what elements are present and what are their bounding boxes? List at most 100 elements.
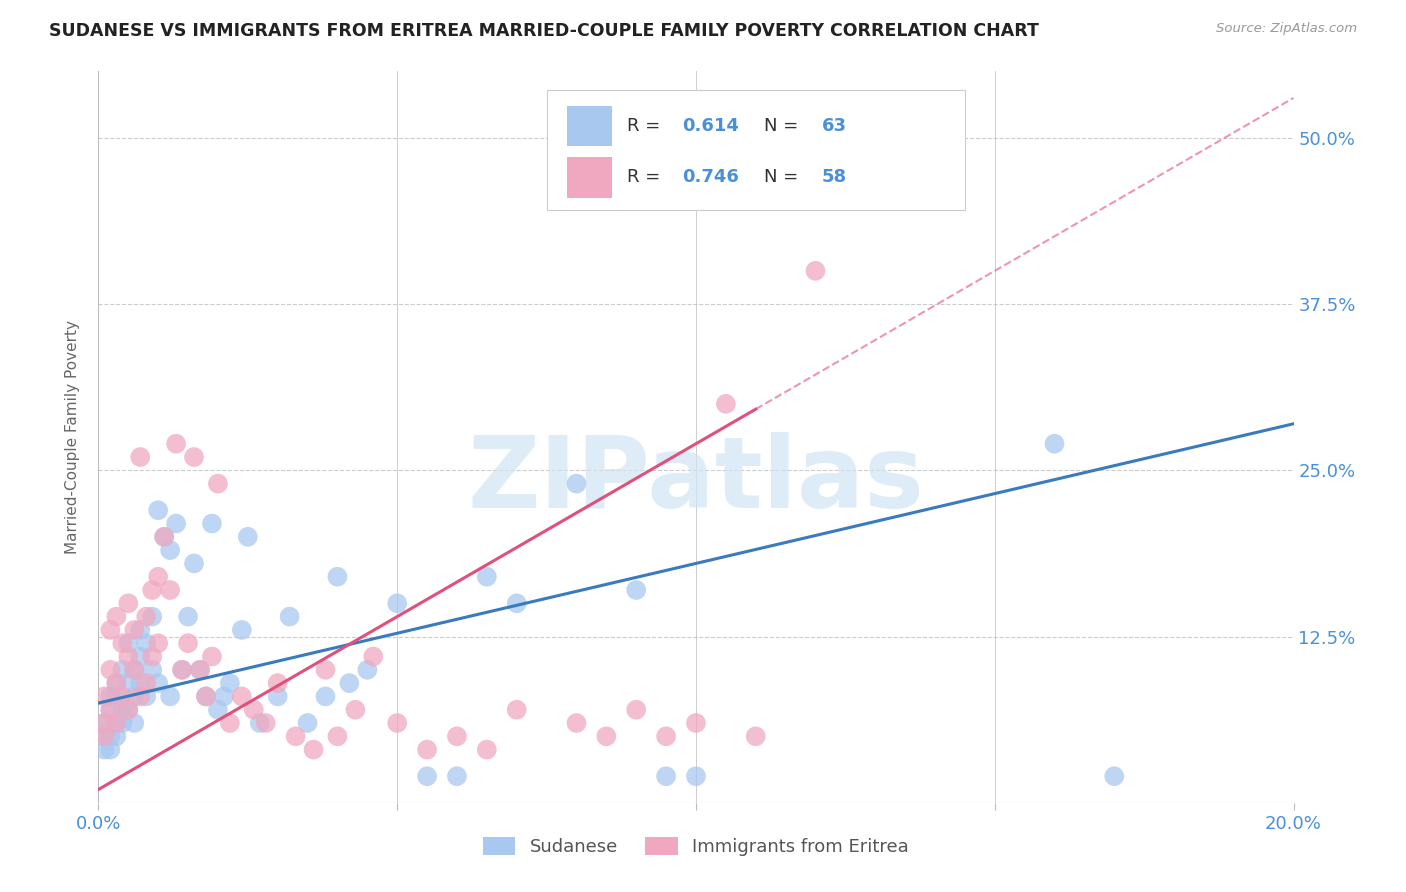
Point [159,582,181,597]
Point [111,703,134,717]
Point [117,676,139,690]
Point [148,676,170,690]
Text: R =: R = [627,169,665,186]
Point [326,570,349,584]
Point [201,516,224,531]
Point [165,436,187,450]
Point [195,690,218,704]
Point [339,676,361,690]
Point [129,690,152,704]
Point [135,636,157,650]
Point [153,530,176,544]
Point [655,729,678,743]
Point [172,663,194,677]
Text: SUDANESE VS IMMIGRANTS FROM ERITREA MARRIED-COUPLE FAMILY POVERTY CORRELATION CH: SUDANESE VS IMMIGRANTS FROM ERITREA MARR… [49,22,1039,40]
Point [141,582,163,597]
Point [302,742,325,756]
Text: 0.746: 0.746 [682,169,738,186]
Point [117,703,139,717]
Text: Source: ZipAtlas.com: Source: ZipAtlas.com [1216,22,1357,36]
Point [93,729,115,743]
Point [135,676,157,690]
Point [231,623,253,637]
Point [626,703,648,717]
Point [363,649,385,664]
Point [278,609,301,624]
Point [153,530,176,544]
Point [93,742,115,756]
Point [344,703,367,717]
Point [124,663,146,677]
Point [506,703,529,717]
Point [565,476,588,491]
Point [188,663,211,677]
Legend: Sudanese, Immigrants from Eritrea: Sudanese, Immigrants from Eritrea [475,830,917,863]
Point [356,663,378,677]
Point [98,703,122,717]
Point [804,264,827,278]
Point [219,676,242,690]
Point [93,716,115,731]
Point [129,676,152,690]
Point [475,742,498,756]
Point [124,690,146,704]
Point [111,636,134,650]
Point [284,729,307,743]
Point [105,716,128,731]
Point [267,690,290,704]
Point [195,690,218,704]
Text: N =: N = [763,169,804,186]
Point [212,690,235,704]
Point [655,769,678,783]
Point [135,690,157,704]
Point [714,397,737,411]
Point [93,690,115,704]
Text: 63: 63 [821,117,846,136]
Point [183,450,205,464]
Point [177,636,200,650]
Point [111,690,134,704]
Point [117,596,139,610]
Point [685,769,707,783]
Point [141,649,163,664]
Point [98,663,122,677]
Point [98,703,122,717]
Point [207,703,229,717]
Text: N =: N = [763,117,804,136]
Point [231,690,253,704]
Point [207,476,229,491]
Point [446,729,468,743]
Point [385,596,409,610]
Text: R =: R = [627,117,665,136]
Text: ZIPatlas: ZIPatlas [468,433,924,530]
Point [249,716,271,731]
Point [105,676,128,690]
Point [254,716,277,731]
Point [297,716,319,731]
Point [98,623,122,637]
Point [188,663,211,677]
FancyBboxPatch shape [547,90,965,211]
Point [129,623,152,637]
Point [177,609,200,624]
Point [98,742,122,756]
Point [105,690,128,704]
Point [159,543,181,558]
Point [1104,769,1126,783]
FancyBboxPatch shape [567,106,613,146]
Point [416,769,439,783]
FancyBboxPatch shape [567,157,613,197]
Point [129,649,152,664]
Point [98,729,122,743]
Point [446,769,468,783]
Point [201,649,224,664]
Point [124,663,146,677]
Point [93,716,115,731]
Point [267,676,290,690]
Point [506,596,529,610]
Y-axis label: Married-Couple Family Poverty: Married-Couple Family Poverty [65,320,80,554]
Point [117,703,139,717]
Text: 58: 58 [821,169,846,186]
Point [148,636,170,650]
Point [416,742,439,756]
